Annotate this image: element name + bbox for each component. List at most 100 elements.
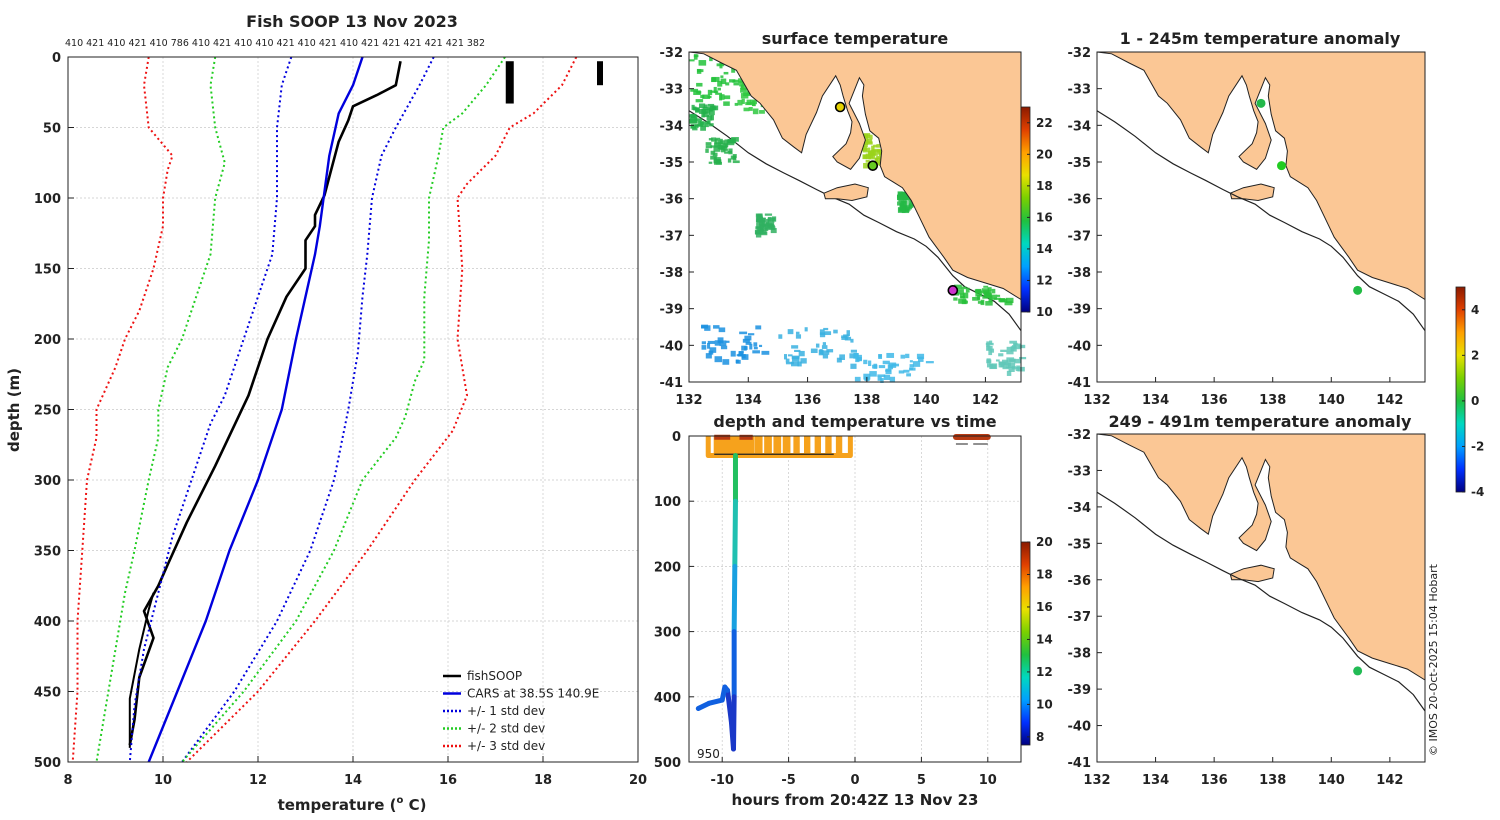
sst-x-tick-label: 140	[913, 393, 940, 408]
sst-pixel	[1014, 344, 1022, 350]
sst-pixel	[766, 219, 769, 224]
sst-mainland	[689, 52, 1021, 300]
anomaly-deep-panel: 249 - 491m temperature anomaly 132 134 136…	[1068, 412, 1426, 788]
anom-deep-point	[1353, 666, 1362, 675]
sst-pixel	[903, 370, 909, 373]
sst-pixel	[1009, 341, 1017, 344]
sst-pixel	[728, 158, 731, 162]
anom-deep-y-tick-label: -33	[1068, 464, 1092, 479]
sst-pixel	[714, 157, 721, 163]
sst-colorbar: 10 12 14 16 18 20 22	[1021, 107, 1053, 319]
sst-pixel	[833, 330, 838, 334]
anom-shallow-y-tick-label: -37	[1068, 229, 1092, 244]
sst-y-tick-label: -39	[660, 303, 684, 318]
sst-pixel	[850, 364, 856, 369]
sst-pixel	[824, 331, 831, 335]
profile-y-tick-label: 150	[34, 263, 61, 278]
sst-pixel	[721, 346, 727, 350]
sst-pixel	[744, 336, 751, 341]
sst-y-tick-label: -38	[660, 266, 684, 281]
sst-pixel	[1009, 359, 1015, 362]
sst-pixel	[753, 109, 759, 115]
sst-pixel	[901, 201, 908, 207]
sst-map-panel: surface temperature 132 134 136 138 140 142-3…	[660, 29, 1053, 408]
sst-pixel	[724, 151, 728, 153]
anom-deep-x-tick-label: 140	[1318, 773, 1345, 788]
anom-shallow-y-tick-label: -40	[1068, 339, 1092, 354]
sst-pixel	[748, 333, 754, 335]
anom-shallow-x-tick-label: 138	[1259, 393, 1286, 408]
sst-pixel	[986, 346, 990, 351]
sst-pixel	[899, 370, 905, 373]
sst-cbar-bar	[1021, 107, 1030, 312]
sst-pixel	[689, 59, 694, 61]
anom-deep-y-tick-label: -39	[1068, 683, 1092, 698]
sst-pixel	[885, 370, 891, 372]
sst-pixel	[837, 358, 842, 363]
sst-pixel	[707, 115, 713, 120]
sst-pixel	[879, 365, 885, 368]
sst-pixel	[731, 138, 736, 143]
sst-pixel	[694, 54, 698, 60]
sst-pixel	[982, 296, 987, 299]
sst-pixel	[709, 347, 716, 353]
anom-deep-y-tick-label: -36	[1068, 574, 1092, 589]
sst-pixel	[996, 359, 1000, 361]
anom-shallow-y-tick-label: -35	[1068, 156, 1092, 171]
anom-shallow-point	[1257, 99, 1266, 108]
sst-pixel	[744, 108, 750, 112]
sst-pixel	[869, 135, 872, 140]
profile-x-label: temperature (o C)	[278, 795, 427, 814]
sst-pixel	[901, 355, 906, 359]
anom-deep-y-tick-label: -41	[1068, 756, 1092, 771]
anomaly-deep-title: 249 - 491m temperature anomaly	[1109, 412, 1412, 431]
sst-pixel	[706, 121, 710, 124]
sst-pixel	[903, 193, 906, 199]
sst-pixel	[823, 328, 828, 330]
sst-pixel	[714, 87, 717, 93]
sst-pixel	[888, 365, 893, 370]
sst-x-tick-label: 142	[972, 393, 999, 408]
profile-title: Fish SOOP 13 Nov 2023	[246, 12, 458, 31]
depth-time-deep-cast	[734, 566, 735, 631]
legend-label: CARS at 38.5S 140.9E	[467, 687, 599, 701]
sst-y-tick-label: -33	[660, 83, 684, 98]
profile-x-tick-label: 16	[439, 773, 457, 788]
sst-pixel	[753, 342, 757, 346]
sst-pixel	[788, 354, 793, 356]
anom-deep-x-tick-label: 138	[1259, 773, 1286, 788]
sst-pixel	[702, 345, 707, 350]
sst-pixel	[853, 353, 859, 359]
sst-cbar-tick-label: 12	[1036, 273, 1053, 287]
sst-pixel	[745, 102, 752, 105]
profile-y-tick-label: 400	[34, 615, 61, 630]
sst-pixel	[989, 363, 997, 369]
profile-y-tick-label: 500	[34, 756, 61, 771]
profile-x-tick-label: 8	[63, 773, 72, 788]
sst-pixel	[863, 155, 870, 159]
sst-pixel	[819, 349, 822, 354]
sst-pixel	[898, 191, 903, 196]
sst-pixel	[715, 356, 723, 362]
sst-cbar-tick-label: 20	[1036, 147, 1053, 161]
sst-y-tick-label: -32	[660, 46, 684, 61]
profile-x-tick-label: 10	[154, 773, 172, 788]
anom-shallow-x-tick-label: 134	[1142, 393, 1169, 408]
anom-deep-y-tick-label: -40	[1068, 720, 1092, 735]
sst-pixel	[884, 375, 890, 380]
anom-shallow-y-tick-label: -32	[1068, 46, 1092, 61]
sst-pixel	[910, 360, 913, 362]
sst-pixel	[791, 345, 798, 348]
sst-pixel	[851, 350, 857, 353]
dt-cbar-tick-label: 12	[1036, 665, 1053, 679]
sst-pixel	[710, 106, 714, 111]
sst-pixel	[719, 95, 722, 101]
sst-y-tick-label: -35	[660, 156, 684, 171]
depth-time-deep-cast	[698, 703, 709, 708]
sst-pixel	[709, 162, 713, 164]
depth-time-y-tick-label: 100	[654, 495, 681, 510]
sst-pixel	[724, 72, 729, 74]
sst-pixel	[705, 149, 708, 153]
profile-y-tick-label: 100	[34, 192, 61, 207]
sst-pixel	[997, 295, 1000, 297]
